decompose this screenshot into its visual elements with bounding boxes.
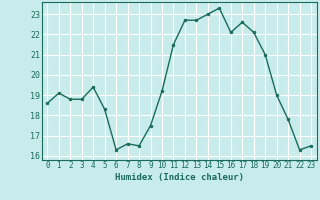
X-axis label: Humidex (Indice chaleur): Humidex (Indice chaleur): [115, 173, 244, 182]
